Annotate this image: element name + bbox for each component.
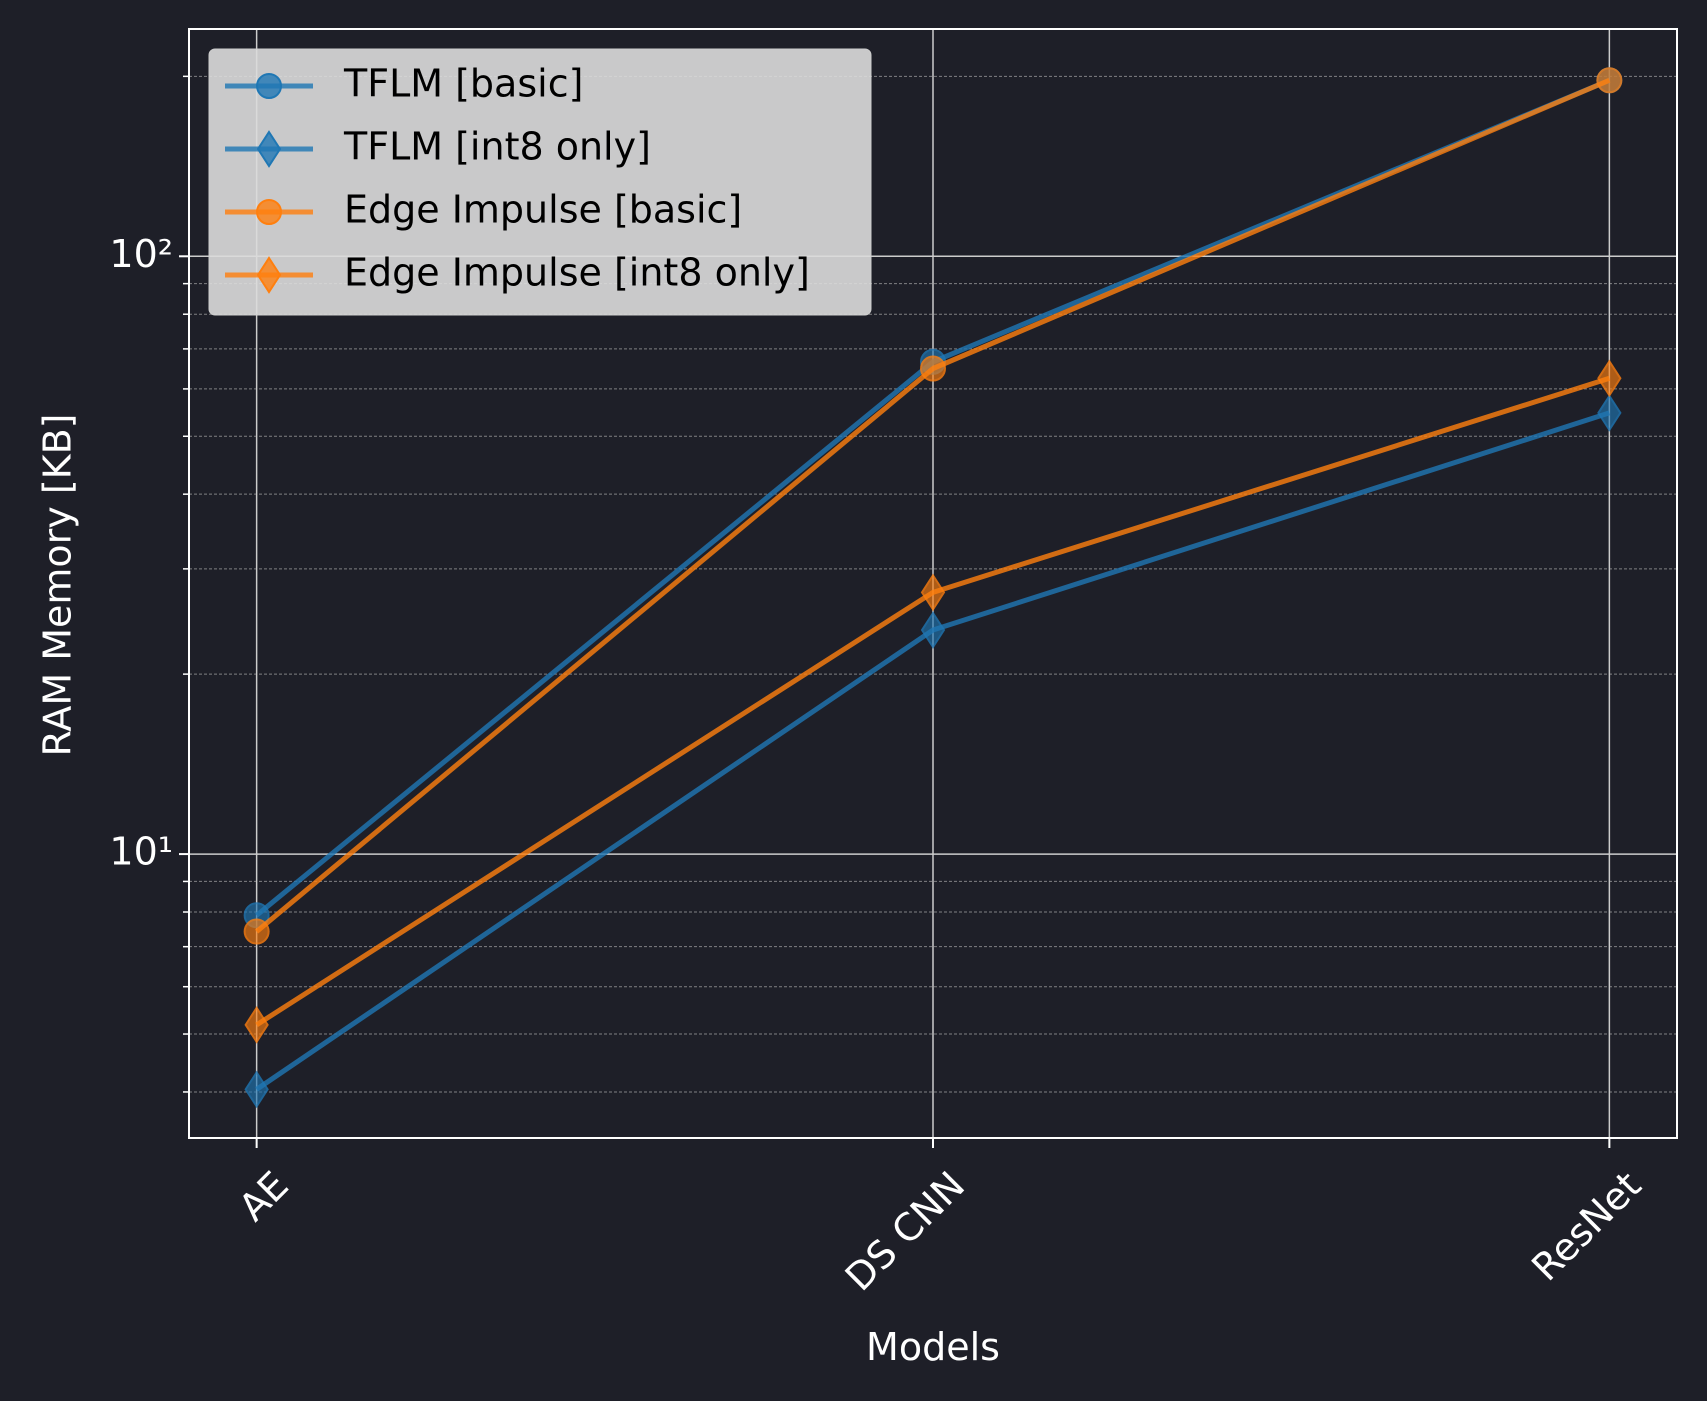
plot-frame — [188, 28, 1678, 1139]
x-axis-label: Models — [866, 1325, 1000, 1369]
marker — [256, 256, 282, 294]
marker — [244, 1070, 269, 1109]
marker — [1597, 359, 1622, 398]
x-tick-label: ResNet — [1523, 1163, 1649, 1289]
legend-box — [208, 48, 872, 316]
marker — [920, 355, 946, 382]
x-tick-label: DS CNN — [837, 1163, 973, 1299]
marker — [243, 918, 270, 945]
marker — [1597, 394, 1622, 432]
x-tick-label: AE — [230, 1163, 296, 1229]
y-axis-label: RAM Memory [KB] — [36, 414, 80, 757]
legend-label: TFLM [basic] — [343, 62, 583, 106]
y-tick-label: 10² — [109, 232, 173, 276]
marker — [920, 611, 946, 649]
legend-label: Edge Impulse [basic] — [344, 188, 742, 232]
y-tick-label: 10¹ — [109, 830, 173, 874]
marker — [256, 199, 282, 225]
marker — [256, 73, 282, 99]
marker — [1596, 67, 1623, 94]
marker — [244, 1006, 269, 1044]
legend-label: TFLM [int8 only] — [343, 125, 651, 169]
legend-label: Edge Impulse [int8 only] — [344, 251, 810, 295]
marker — [920, 573, 946, 612]
marker — [256, 130, 282, 168]
